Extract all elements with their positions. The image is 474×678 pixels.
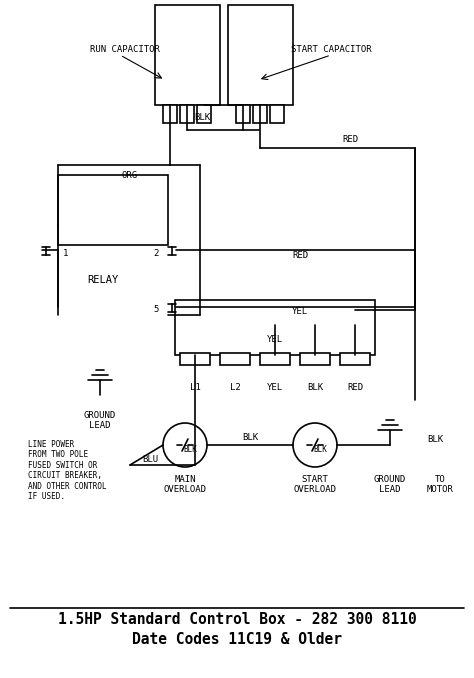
Text: GROUND: GROUND [84,410,116,420]
Bar [180,105,194,123]
Text: OVERLOAD: OVERLOAD [164,485,207,494]
Text: LINE POWER
FROM TWO POLE
FUSED SWITCH OR
CIRCUIT BREAKER,
AND OTHER CONTROL
IF U: LINE POWER FROM TWO POLE FUSED SWITCH OR… [28,440,107,501]
Text: LEAD: LEAD [379,485,401,494]
Bar [220,353,250,365]
Bar [340,353,370,365]
Text: 1: 1 [64,249,69,258]
Bar [58,175,168,245]
Text: MOTOR: MOTOR [427,485,454,494]
Text: Date Codes 11C19 & Older: Date Codes 11C19 & Older [132,633,342,647]
Text: GROUND: GROUND [374,475,406,485]
Text: YEL: YEL [267,336,283,344]
Text: BLK: BLK [183,445,197,454]
Text: START CAPACITOR: START CAPACITOR [291,45,371,54]
Text: OVERLOAD: OVERLOAD [293,485,337,494]
Text: START: START [301,475,328,485]
Bar [260,353,290,365]
Bar [155,5,220,105]
Text: BLK: BLK [427,435,443,445]
Text: RED: RED [342,136,358,144]
Text: RED: RED [292,252,308,260]
Bar [236,105,250,123]
Text: 5: 5 [153,306,159,315]
Text: BLK: BLK [194,113,210,123]
Bar [175,300,375,355]
Text: YEL: YEL [267,383,283,392]
Text: RELAY: RELAY [87,275,118,285]
Text: LEAD: LEAD [89,420,111,429]
Text: BLK: BLK [242,433,258,443]
Bar [180,353,210,365]
Text: BLU: BLU [142,456,158,464]
Text: ORG: ORG [122,170,138,180]
Text: MAIN: MAIN [174,475,196,485]
Text: 2: 2 [153,249,159,258]
Text: BLK: BLK [307,383,323,392]
Bar [228,5,293,105]
Text: YEL: YEL [292,308,308,317]
Text: RED: RED [347,383,363,392]
Bar [253,105,267,123]
Text: L1: L1 [190,383,201,392]
Text: BLK: BLK [313,445,327,454]
Bar [163,105,177,123]
Text: L2: L2 [229,383,240,392]
Text: RUN CAPACITOR: RUN CAPACITOR [90,45,160,54]
Bar [197,105,211,123]
Text: TO: TO [435,475,446,485]
Bar [300,353,330,365]
Bar [270,105,284,123]
Text: 1.5HP Standard Control Box - 282 300 8110: 1.5HP Standard Control Box - 282 300 811… [58,612,416,628]
